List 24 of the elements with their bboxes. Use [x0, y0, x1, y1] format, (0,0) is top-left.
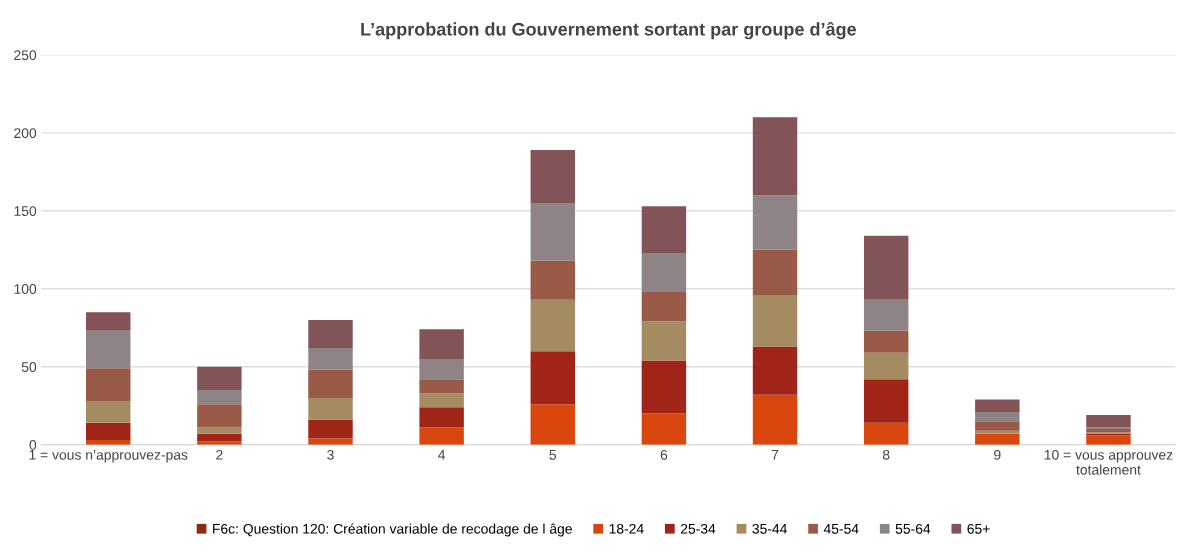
y-tick-label: 200 [14, 128, 37, 139]
x-tick-label: 2 [216, 449, 223, 460]
legend-label: 55-64 [895, 523, 931, 534]
y-tick-label: 50 [21, 362, 37, 372]
x-tick-label: 9 [994, 449, 1001, 460]
y-tick-label: 0 [29, 440, 37, 450]
x-tick-label: 7 [771, 450, 779, 460]
legend-label: 35-44 [752, 523, 787, 534]
x-tick-label: 5 [549, 450, 557, 460]
x-tick-label: 1 = vous n’approuvez-pas [29, 450, 188, 463]
legend-label: 65+ [967, 523, 990, 534]
x-tick-label: 3 [327, 449, 334, 460]
x-tick-label: 8 [882, 449, 890, 460]
legend-label: 45-54 [823, 524, 859, 534]
x-tick-label: 6 [660, 449, 668, 460]
chart-title: L’approbation du Gouvernement sortant par groupe d’âge [361, 21, 857, 40]
legend-label: F6c: Question 120: Création variable de recodage de l âge [213, 523, 572, 537]
y-tick-label: 150 [14, 206, 37, 216]
y-tick-label: 100 [14, 284, 37, 294]
y-tick-label: 250 [14, 50, 37, 61]
x-tick-label: 4 [438, 450, 446, 460]
legend-label: 18-24 [609, 523, 644, 534]
x-tick-label: 10 = vous approuvez totalement [1044, 449, 1173, 475]
legend-label: 25-34 [680, 523, 716, 534]
